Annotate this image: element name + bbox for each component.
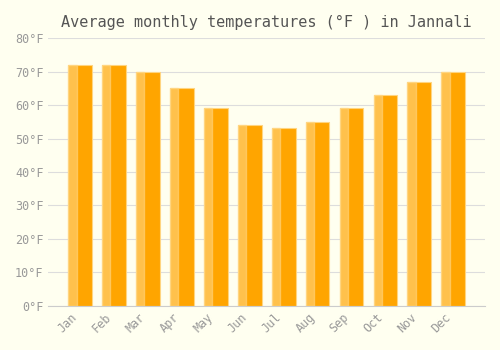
- Bar: [408, 82, 431, 306]
- Bar: [204, 108, 212, 306]
- Bar: [238, 125, 246, 306]
- Bar: [374, 95, 382, 306]
- Bar: [136, 72, 160, 306]
- Title: Average monthly temperatures (°F ) in Jannali: Average monthly temperatures (°F ) in Ja…: [62, 15, 472, 30]
- Bar: [306, 122, 330, 306]
- Bar: [68, 65, 92, 306]
- Bar: [204, 108, 228, 306]
- Bar: [442, 72, 450, 306]
- Bar: [136, 72, 144, 306]
- Bar: [102, 65, 110, 306]
- Bar: [272, 128, 295, 306]
- Bar: [340, 108, 348, 306]
- Bar: [306, 122, 314, 306]
- Bar: [68, 65, 76, 306]
- Bar: [170, 88, 194, 306]
- Bar: [442, 72, 465, 306]
- Bar: [272, 128, 280, 306]
- Bar: [102, 65, 126, 306]
- Bar: [340, 108, 363, 306]
- Bar: [374, 95, 398, 306]
- Bar: [170, 88, 178, 306]
- Bar: [238, 125, 262, 306]
- Bar: [408, 82, 416, 306]
